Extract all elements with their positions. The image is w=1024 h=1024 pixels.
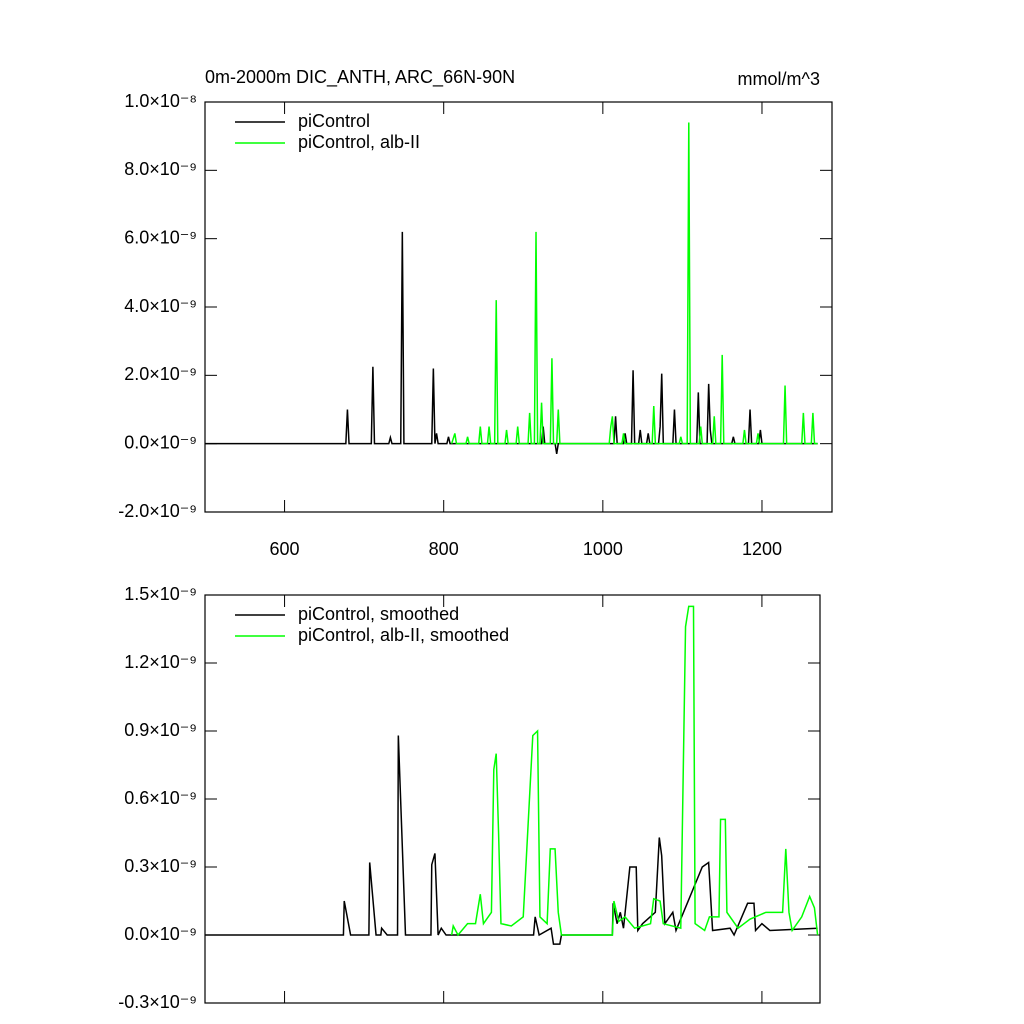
legend-label: piControl, smoothed: [298, 604, 459, 624]
y-tick-label: 1.2×10⁻⁹: [124, 652, 197, 672]
y-tick-label: 1.5×10⁻⁹: [124, 584, 197, 604]
y-tick-label: 8.0×10⁻⁹: [124, 159, 197, 179]
x-tick-label: 1200: [742, 539, 782, 559]
y-tick-label: -0.3×10⁻⁹: [118, 992, 197, 1012]
legend-label: piControl, alb-II: [298, 132, 420, 152]
y-tick-label: 1.0×10⁻⁸: [124, 91, 197, 111]
y-tick-label: 6.0×10⁻⁹: [124, 227, 197, 247]
y-tick-label: 0.3×10⁻⁹: [124, 856, 197, 876]
legend-label: piControl, alb-II, smoothed: [298, 625, 509, 645]
x-tick-label: 1000: [583, 539, 623, 559]
x-tick-label: 600: [270, 539, 300, 559]
y-tick-label: -2.0×10⁻⁹: [118, 501, 197, 521]
y-tick-label: 0.0×10⁻⁹: [124, 432, 197, 452]
y-tick-label: 2.0×10⁻⁹: [124, 364, 197, 384]
plot-frame: [204, 594, 821, 1004]
series-line: [450, 605, 819, 937]
series-line: [450, 122, 818, 445]
y-tick-label: 4.0×10⁻⁹: [124, 296, 197, 316]
y-tick-label: 0.6×10⁻⁹: [124, 788, 197, 808]
legend-label: piControl: [298, 111, 370, 131]
y-tick-label: 0.0×10⁻⁹: [124, 924, 197, 944]
series-line: [205, 231, 818, 455]
x-tick-label: 800: [429, 539, 459, 559]
y-tick-label: 0.9×10⁻⁹: [124, 720, 197, 740]
chart-title: 0m-2000m DIC_ANTH, ARC_66N-90N: [205, 67, 515, 88]
units-label: mmol/m^3: [738, 69, 820, 89]
plot-frame: [204, 101, 833, 513]
